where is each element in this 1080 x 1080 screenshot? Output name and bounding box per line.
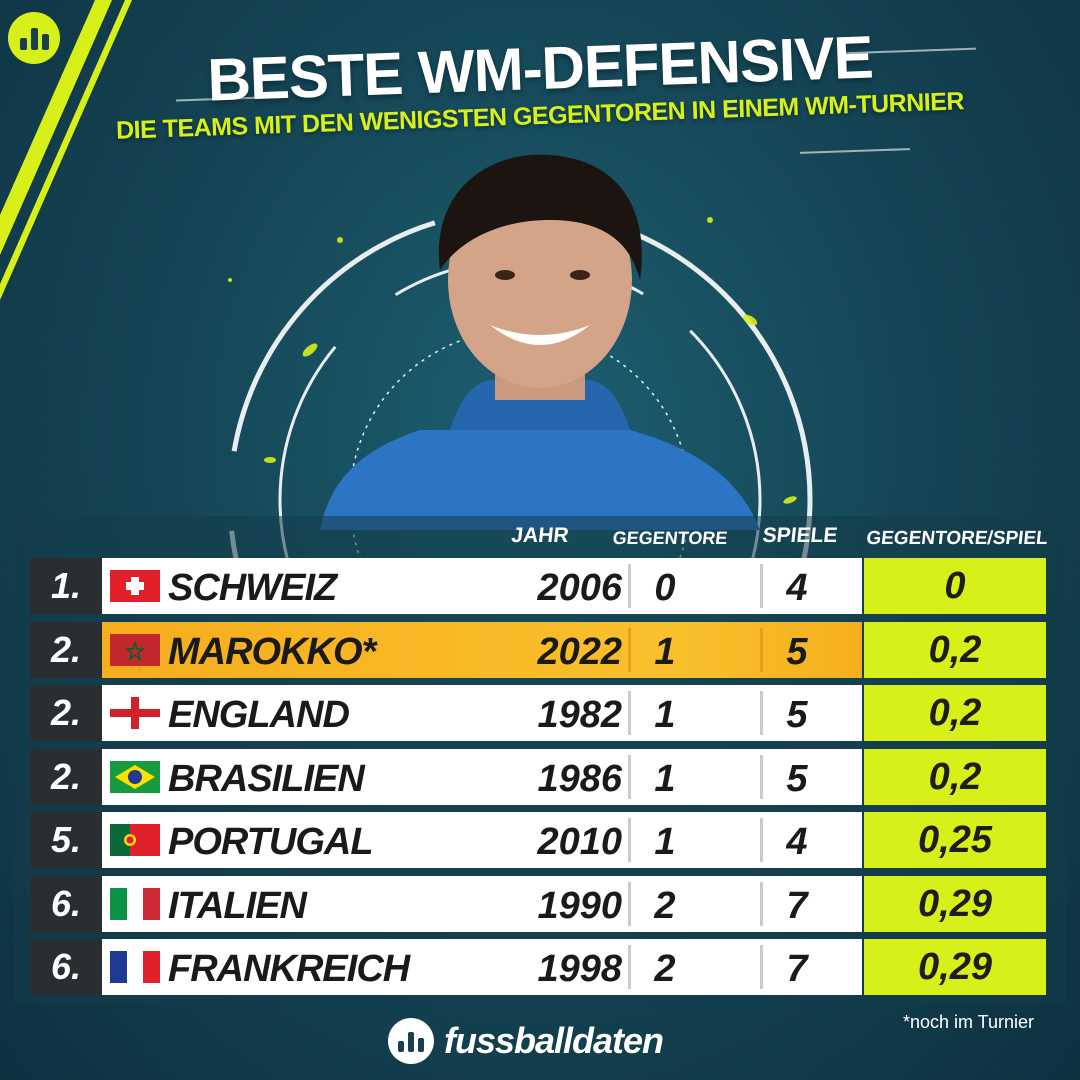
team-name: SCHWEIZ xyxy=(168,567,337,609)
games-value: 5 xyxy=(786,694,808,736)
table-row: 6. ITALIEN 1990 2 7 0,29 xyxy=(30,876,1046,932)
column-divider xyxy=(628,882,631,926)
team-cell: FRANKREICH 1998 2 7 xyxy=(102,939,862,995)
england-flag-icon xyxy=(110,697,160,729)
rank-cell: 6. xyxy=(30,939,102,995)
rank-cell: 2. xyxy=(30,749,102,805)
goals-value: 1 xyxy=(654,694,676,736)
table-row: 2. ENGLAND 1982 1 5 0,2 xyxy=(30,685,1046,741)
team-cell: PORTUGAL 2010 1 4 xyxy=(102,812,862,868)
team-name: ITALIEN xyxy=(168,885,307,927)
year-value: 1986 xyxy=(537,758,622,800)
column-divider xyxy=(628,755,631,799)
column-header-goals: GEGENTORE xyxy=(611,528,729,548)
france-flag-icon xyxy=(110,951,160,983)
column-divider xyxy=(760,564,763,608)
ratio-value: 0,25 xyxy=(864,812,1046,868)
morocco-flag-icon xyxy=(110,634,160,666)
team-name: MAROKKO* xyxy=(168,631,376,673)
player-photo xyxy=(320,154,760,530)
column-divider xyxy=(628,691,631,735)
column-divider xyxy=(760,691,763,735)
ratio-value: 0,29 xyxy=(864,939,1046,995)
brand-footer: fussballdaten xyxy=(388,1016,664,1066)
rank-cell: 1. xyxy=(30,558,102,614)
footnote: *noch im Turnier xyxy=(902,1012,1034,1032)
ratio-value: 0,2 xyxy=(864,685,1046,741)
team-name: ENGLAND xyxy=(168,694,350,736)
brand-name: fussballdaten xyxy=(444,1020,664,1061)
bar-chart-logo-icon xyxy=(388,1018,434,1064)
rank-cell: 2. xyxy=(30,685,102,741)
table-row: 1. SCHWEIZ 2006 0 4 0 xyxy=(30,558,1046,614)
column-header-ratio: GEGENTORE/SPIEL xyxy=(865,528,1049,549)
team-name: PORTUGAL xyxy=(168,821,374,863)
column-divider xyxy=(760,818,763,862)
goals-value: 1 xyxy=(654,631,676,673)
goals-value: 2 xyxy=(654,885,676,927)
ratio-value: 0,2 xyxy=(864,749,1046,805)
switzerland-flag-icon xyxy=(110,570,160,602)
column-divider xyxy=(760,945,763,989)
games-value: 7 xyxy=(786,948,808,990)
team-cell: BRASILIEN 1986 1 5 xyxy=(102,749,862,805)
column-divider xyxy=(760,628,763,672)
bar-chart-logo-icon xyxy=(19,28,49,50)
column-divider xyxy=(760,755,763,799)
games-value: 7 xyxy=(786,885,808,927)
ratio-value: 0,2 xyxy=(864,622,1046,678)
column-header-year: JAHR xyxy=(510,524,570,547)
games-value: 4 xyxy=(786,821,808,863)
year-value: 2022 xyxy=(537,631,622,673)
team-name: BRASILIEN xyxy=(168,758,365,800)
team-cell: MAROKKO* 2022 1 5 xyxy=(102,622,862,678)
title-deco-line xyxy=(799,148,911,154)
table-row: 5. PORTUGAL 2010 1 4 0,25 xyxy=(30,812,1046,868)
rank-cell: 6. xyxy=(30,876,102,932)
ratio-value: 0,29 xyxy=(864,876,1046,932)
goals-value: 1 xyxy=(654,821,676,863)
games-value: 5 xyxy=(786,631,808,673)
column-divider xyxy=(628,564,631,608)
corner-logo xyxy=(8,12,60,64)
ratio-value: 0 xyxy=(864,558,1046,614)
rank-cell: 2. xyxy=(30,622,102,678)
team-cell: SCHWEIZ 2006 0 4 xyxy=(102,558,862,614)
team-name: FRANKREICH xyxy=(168,948,410,990)
column-divider xyxy=(628,628,631,672)
column-divider xyxy=(628,945,631,989)
year-value: 1998 xyxy=(537,948,622,990)
portugal-flag-icon xyxy=(110,824,160,856)
team-cell: ENGLAND 1982 1 5 xyxy=(102,685,862,741)
column-header-games: SPIELE xyxy=(761,524,839,547)
team-cell: ITALIEN 1990 2 7 xyxy=(102,876,862,932)
goals-value: 0 xyxy=(654,567,676,609)
year-value: 2010 xyxy=(537,821,622,863)
brazil-flag-icon xyxy=(110,761,160,793)
table-row: 6. FRANKREICH 1998 2 7 0,29 xyxy=(30,939,1046,995)
goals-value: 1 xyxy=(654,758,676,800)
games-value: 4 xyxy=(786,567,808,609)
table-row: 2. MAROKKO* 2022 1 5 0,2 xyxy=(30,622,1046,678)
year-value: 1982 xyxy=(537,694,622,736)
year-value: 1990 xyxy=(537,885,622,927)
column-divider xyxy=(760,882,763,926)
games-value: 5 xyxy=(786,758,808,800)
year-value: 2006 xyxy=(537,567,622,609)
goals-value: 2 xyxy=(654,948,676,990)
rank-cell: 5. xyxy=(30,812,102,868)
corner-stripe-decoration xyxy=(0,0,132,300)
italy-flag-icon xyxy=(110,888,160,920)
table-row: 2. BRASILIEN 1986 1 5 0,2 xyxy=(30,749,1046,805)
column-divider xyxy=(628,818,631,862)
